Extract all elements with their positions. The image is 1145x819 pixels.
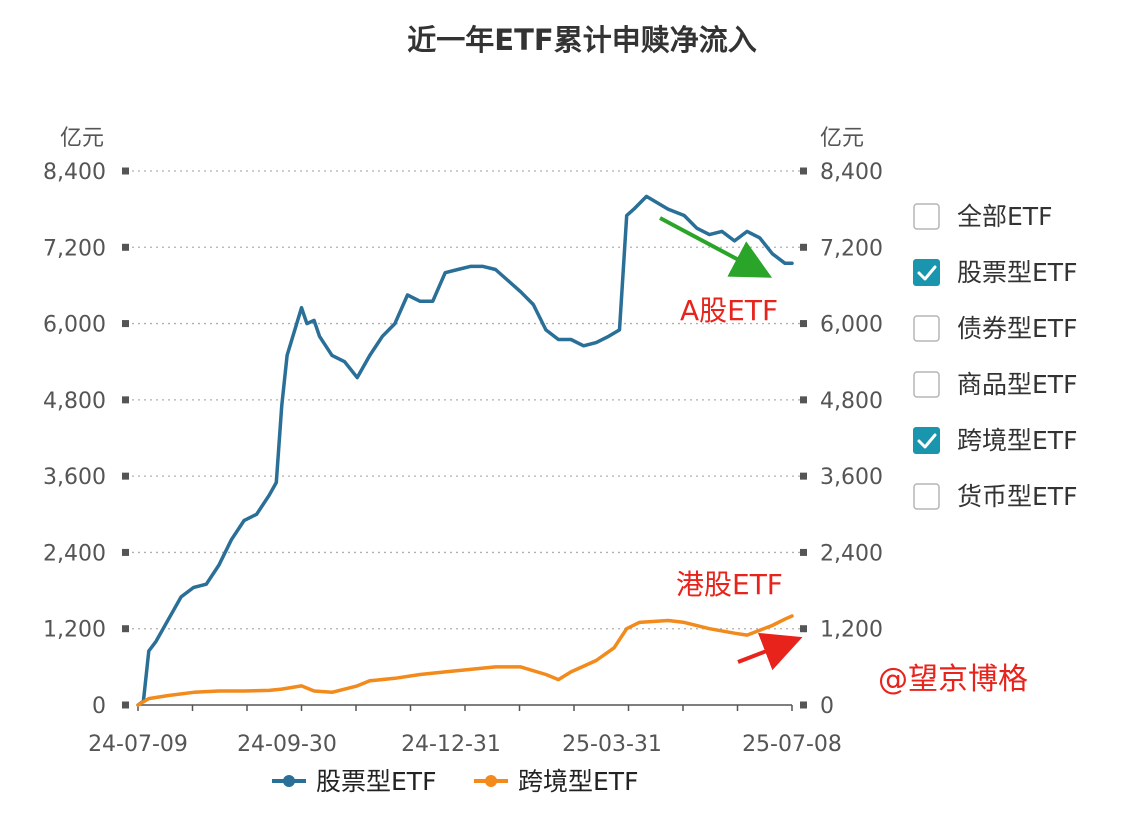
y-tick-mark-right (800, 701, 807, 709)
series-line-stock-etf (136, 194, 794, 707)
filter-item[interactable]: 货币型ETF (913, 482, 1077, 511)
etf-type-filter: 全部ETF 股票型ETF 债券型ETF 商品型ETF 跨境型ETF 货币型ETF (913, 202, 1077, 511)
a-share-annotation: A股ETF (680, 294, 778, 327)
x-tick-label: 24-07-09 (88, 732, 188, 757)
legend-label-stock: 股票型ETF (316, 767, 436, 796)
y-tick-mark-left (122, 320, 129, 328)
legend-item-stock-etf[interactable]: 股票型ETF (272, 767, 436, 796)
checkbox-unchecked[interactable] (913, 483, 940, 510)
legend-item-cross-border-etf[interactable]: 跨境型ETF (474, 767, 638, 796)
check-icon (917, 433, 937, 449)
y-tick-label-right: 0 (820, 694, 834, 719)
hk-share-arrow (737, 632, 803, 671)
y-tick-label-right: 3,600 (820, 465, 883, 490)
series-line-cross-border-etf (136, 614, 794, 707)
y-tick-label-right: 4,800 (820, 389, 883, 414)
right-axis-unit: 亿元 (820, 126, 864, 151)
y-tick-mark-right (800, 396, 807, 404)
checkbox-checked[interactable] (913, 259, 940, 286)
filter-item-label: 货币型ETF (957, 482, 1077, 511)
filter-item[interactable]: 商品型ETF (913, 370, 1077, 399)
y-tick-label-left: 4,800 (43, 389, 106, 414)
y-tick-mark-left (122, 243, 129, 251)
checkbox-checked[interactable] (913, 427, 940, 454)
y-tick-label-left: 6,000 (43, 313, 106, 338)
y-tick-mark-right (800, 625, 807, 633)
chart-title: 近一年ETF累计申赎净流入 (407, 23, 756, 57)
y-tick-mark-left (122, 625, 129, 633)
filter-item[interactable]: 股票型ETF (913, 258, 1077, 287)
legend-dot-cross-border (485, 775, 497, 787)
y-axis-ticks: 0 0 1,200 1,200 2,400 2,400 3,600 3,600 4,800 4,8… (43, 160, 883, 719)
y-tick-label-left: 3,600 (43, 465, 106, 490)
watermark: @望京博格 (878, 662, 1028, 697)
x-tick-label: 25-03-31 (562, 732, 662, 757)
legend-label-cross-border: 跨境型ETF (518, 767, 638, 796)
y-tick-label-right: 1,200 (820, 618, 883, 643)
y-tick-mark-left (122, 701, 129, 709)
y-tick-mark-right (800, 472, 807, 480)
y-tick-mark-left (122, 167, 129, 175)
y-tick-mark-right (800, 548, 807, 556)
y-tick-label-right: 6,000 (820, 313, 883, 338)
filter-item-label: 债券型ETF (957, 314, 1077, 343)
checkbox-unchecked[interactable] (913, 203, 940, 230)
y-tick-label-left: 1,200 (43, 618, 106, 643)
filter-item[interactable]: 债券型ETF (913, 314, 1077, 343)
y-tick-label-left: 8,400 (43, 160, 106, 185)
filter-item-label: 商品型ETF (957, 370, 1077, 399)
filter-item[interactable]: 全部ETF (913, 202, 1052, 231)
legend-dot-stock (283, 775, 295, 787)
checkbox-unchecked[interactable] (913, 371, 940, 398)
y-tick-label-left: 7,200 (43, 236, 106, 261)
y-tick-label-left: 2,400 (43, 541, 106, 566)
a-share-arrow (659, 216, 773, 278)
y-tick-mark-right (800, 243, 807, 251)
series-lines (136, 194, 794, 707)
filter-item[interactable]: 跨境型ETF (913, 426, 1077, 455)
check-icon (917, 265, 937, 281)
filter-item-label: 股票型ETF (957, 258, 1077, 287)
filter-item-label: 全部ETF (957, 202, 1052, 231)
y-tick-label-right: 2,400 (820, 541, 883, 566)
y-tick-label-right: 8,400 (820, 160, 883, 185)
y-tick-mark-left (122, 472, 129, 480)
y-tick-mark-right (800, 320, 807, 328)
left-axis-unit: 亿元 (60, 126, 104, 151)
x-tick-label: 24-12-31 (401, 732, 501, 757)
x-axis: 24-07-09 24-09-30 24-12-31 25-03-31 25-07-08 (88, 704, 842, 757)
y-tick-label-left: 0 (92, 694, 106, 719)
hk-share-annotation: 港股ETF (676, 568, 783, 601)
x-tick-label: 25-07-08 (742, 732, 842, 757)
y-tick-mark-left (122, 548, 129, 556)
legend: 股票型ETF 跨境型ETF (272, 767, 638, 796)
checkbox-unchecked[interactable] (913, 315, 940, 342)
y-tick-mark-left (122, 396, 129, 404)
filter-item-label: 跨境型ETF (957, 426, 1077, 455)
y-tick-mark-right (800, 167, 807, 175)
x-tick-label: 24-09-30 (237, 732, 337, 757)
y-tick-label-right: 7,200 (820, 236, 883, 261)
